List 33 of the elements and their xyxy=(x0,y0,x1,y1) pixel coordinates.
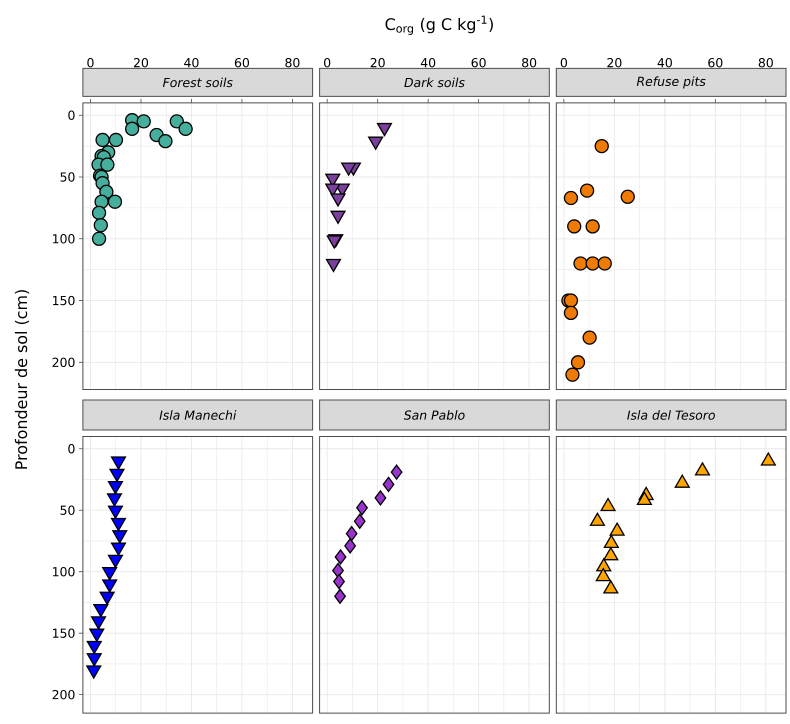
x-tick-label: 80 xyxy=(522,58,536,68)
x-tick-label: 40 xyxy=(184,58,199,68)
y-tick-label: 100 xyxy=(53,567,75,576)
chart-title: Isla Manechi xyxy=(159,410,236,420)
x-tick-label: 0 xyxy=(87,58,94,68)
x-tick-label: 0 xyxy=(324,58,330,68)
y-tick-label: 50 xyxy=(60,172,75,182)
x-tick-label: 0 xyxy=(560,58,568,68)
chart-title: Refuse pits xyxy=(636,76,706,88)
y-tick-label: 0 xyxy=(68,110,75,120)
x-tick-label: 60 xyxy=(234,58,250,68)
y-tick-label: 200 xyxy=(52,690,75,700)
y-tick-label: 150 xyxy=(53,628,75,638)
y-tick-label: 200 xyxy=(52,358,75,368)
x-tick-label: 20 xyxy=(607,58,622,68)
x-tick-label: 80 xyxy=(758,58,773,68)
y-axis-title: Profondeur de sol (cm) xyxy=(14,290,30,469)
x-tick-label: 60 xyxy=(472,58,486,68)
chart-title: Isla del Tesoro xyxy=(627,410,715,420)
x-tick-label: 80 xyxy=(285,58,300,68)
y-tick-label: 50 xyxy=(60,506,75,515)
x-tick-label: 60 xyxy=(708,58,722,68)
chart-title: San Pablo xyxy=(404,410,465,420)
y-tick-label: 0 xyxy=(68,444,75,454)
y-tick-label: 150 xyxy=(53,296,75,306)
y-tick-label: 100 xyxy=(53,234,75,244)
x-tick-label: 40 xyxy=(420,58,436,68)
chart-title: Forest soils xyxy=(162,78,233,88)
x-tick-label: 20 xyxy=(134,58,148,68)
x-axis-title: C$_{org}$ (g C kg$^{-1}$) xyxy=(386,16,493,35)
chart-title: Dark soils xyxy=(404,78,465,88)
x-tick-label: 20 xyxy=(370,58,385,68)
x-tick-label: 40 xyxy=(658,58,672,68)
